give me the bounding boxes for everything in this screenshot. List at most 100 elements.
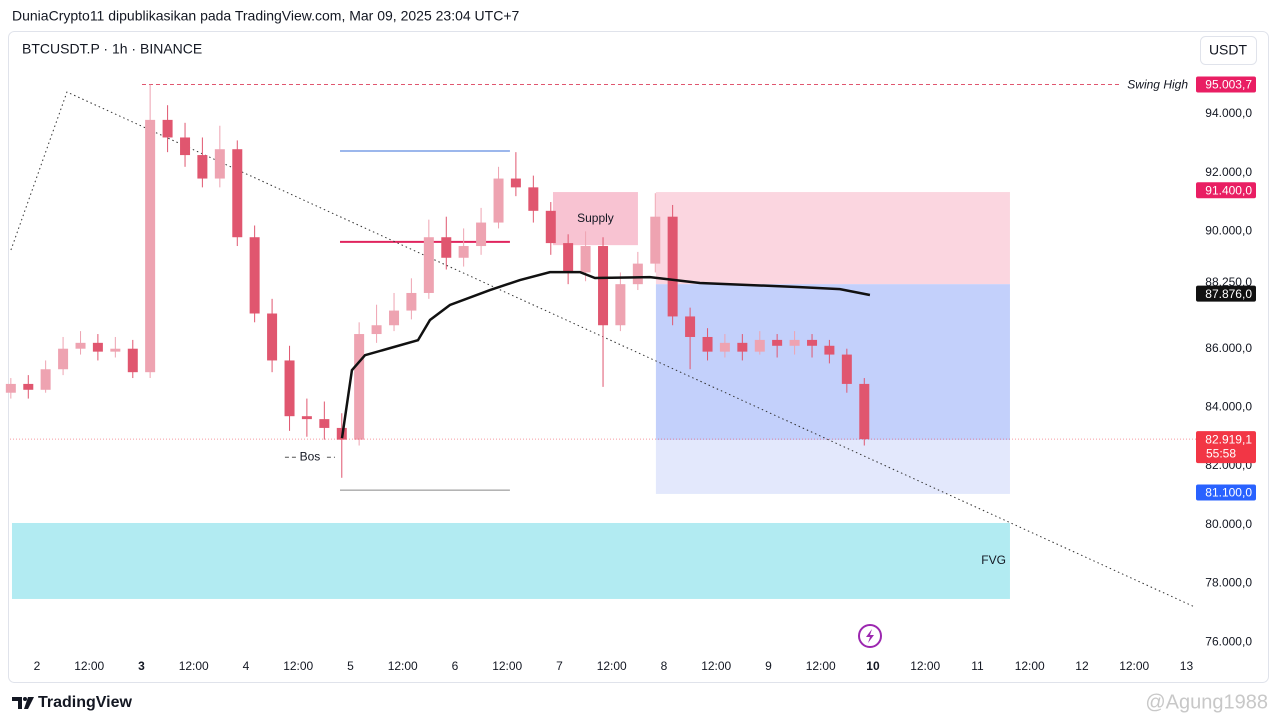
price-tag-countdown: 55:58 <box>1206 446 1236 460</box>
candle-body <box>232 149 243 238</box>
candle-body <box>841 354 852 384</box>
x-tick-label: 12:00 <box>701 659 731 673</box>
candle-body <box>319 419 330 428</box>
candle-body <box>92 342 103 352</box>
zone-label: Supply <box>577 211 614 225</box>
average-line <box>340 270 871 439</box>
candle-body <box>754 339 765 352</box>
candle-body <box>145 119 156 373</box>
x-tick-label: 10 <box>866 659 880 673</box>
candle-body <box>859 383 870 440</box>
candle-body <box>789 339 800 346</box>
label-bg <box>295 449 324 466</box>
x-tick-label: 3 <box>138 659 145 673</box>
candle-body <box>667 216 678 317</box>
currency-button[interactable] <box>1200 36 1257 65</box>
candle-body <box>702 336 713 352</box>
zone <box>11 522 1010 599</box>
price-tag-label: 82.919,1 <box>1205 432 1252 446</box>
zone-label: FVG <box>981 553 1006 567</box>
candle-body <box>267 313 278 361</box>
candle-body <box>632 263 643 285</box>
plot-area: Supply FVG Swing High Bos <box>5 78 1196 608</box>
candle-body <box>807 339 818 346</box>
x-tick-label: 12:00 <box>74 659 104 673</box>
x-tick-label: 12:00 <box>910 659 940 673</box>
candle-body <box>685 316 696 337</box>
price-tag <box>1196 431 1256 464</box>
zone <box>655 192 1010 285</box>
candle-body <box>719 342 730 352</box>
candle-body <box>493 178 504 223</box>
candle-body <box>58 348 69 370</box>
y-tick-label: 86.000,0 <box>1205 341 1252 355</box>
candle-body <box>510 178 521 188</box>
price-tag <box>1196 484 1256 501</box>
candle-body <box>563 243 574 273</box>
x-tick-label: 9 <box>765 659 772 673</box>
candle-body <box>406 292 417 311</box>
x-tick-label: 12:00 <box>597 659 627 673</box>
candle-body <box>423 237 434 293</box>
candle-body <box>284 360 295 417</box>
candle-body <box>40 369 51 390</box>
currency-label[interactable]: USDT <box>1209 42 1248 58</box>
candle-body <box>301 416 312 420</box>
candle-body <box>75 342 86 349</box>
candle-body <box>737 342 748 352</box>
candle-body <box>545 210 556 244</box>
annotation-line <box>10 91 1196 608</box>
y-tick-label: 90.000,0 <box>1205 224 1252 238</box>
candle-body <box>458 246 469 258</box>
y-tick-label: 76.000,0 <box>1205 634 1252 648</box>
zone <box>655 284 1010 440</box>
candle-body <box>598 246 609 326</box>
candle-body <box>180 137 191 156</box>
x-tick-label: 12 <box>1075 659 1089 673</box>
price-tag-label: 91.400,0 <box>1205 183 1252 197</box>
candle-body <box>110 348 121 352</box>
zone <box>552 192 638 246</box>
candle-body <box>528 187 539 211</box>
candle-body <box>249 237 260 314</box>
publisher-line: DuniaCrypto11 dipublikasikan pada Tradin… <box>12 8 519 24</box>
zone <box>655 439 1010 494</box>
brand: TradingView <box>38 694 133 711</box>
y-tick-label: 80.000,0 <box>1205 517 1252 531</box>
candle-body <box>441 237 452 258</box>
candle-body <box>615 284 626 326</box>
lightning-icon[interactable] <box>858 624 882 648</box>
candle-body <box>371 325 382 335</box>
x-tick-label: 12:00 <box>1015 659 1045 673</box>
candle-body <box>5 383 16 393</box>
x-tick-label: 12:00 <box>806 659 836 673</box>
price-tag-label: 95.003,7 <box>1205 78 1252 92</box>
candle-body <box>580 246 591 273</box>
x-tick-label: 13 <box>1180 659 1194 673</box>
candle-body <box>214 149 225 179</box>
candle-body <box>824 345 835 355</box>
x-tick-label: 7 <box>556 659 563 673</box>
y-tick-label: 84.000,0 <box>1205 400 1252 414</box>
tv-logo <box>12 697 34 709</box>
price-tag-label: 87.876,0 <box>1205 287 1252 301</box>
x-tick-label: 12:00 <box>388 659 418 673</box>
x-tick-label: 4 <box>243 659 250 673</box>
x-tick-label: 12:00 <box>179 659 209 673</box>
x-tick-label: 12:00 <box>283 659 313 673</box>
price-tag <box>1196 285 1256 302</box>
y-tick-label: 88.250,0 <box>1205 275 1252 289</box>
price-tag <box>1196 76 1256 93</box>
watermark: @Agung1988 <box>1145 691 1268 713</box>
price-tag <box>1196 182 1256 199</box>
x-tick-label: 11 <box>971 659 984 673</box>
price-tag-label: 81.100,0 <box>1205 486 1252 500</box>
candle-body <box>650 216 661 264</box>
x-tick-label: 12:00 <box>1119 659 1149 673</box>
candle-body <box>197 155 208 179</box>
symbol-title: BTCUSDT.P · 1h · BINANCE <box>22 41 202 57</box>
candle-body <box>162 119 173 138</box>
x-tick-label: 8 <box>661 659 668 673</box>
